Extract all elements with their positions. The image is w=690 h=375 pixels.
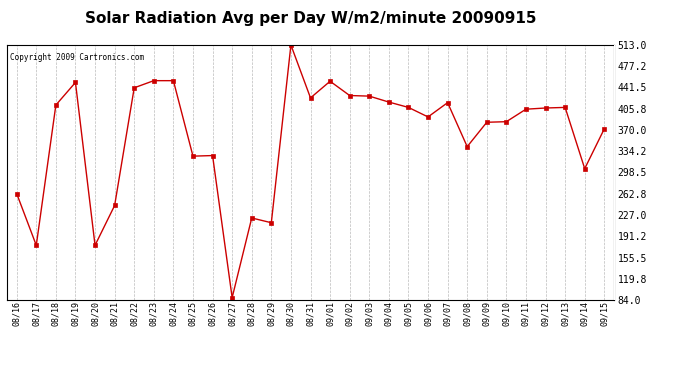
Text: Copyright 2009 Cartronics.com: Copyright 2009 Cartronics.com xyxy=(10,53,144,62)
Text: Solar Radiation Avg per Day W/m2/minute 20090915: Solar Radiation Avg per Day W/m2/minute … xyxy=(85,11,536,26)
